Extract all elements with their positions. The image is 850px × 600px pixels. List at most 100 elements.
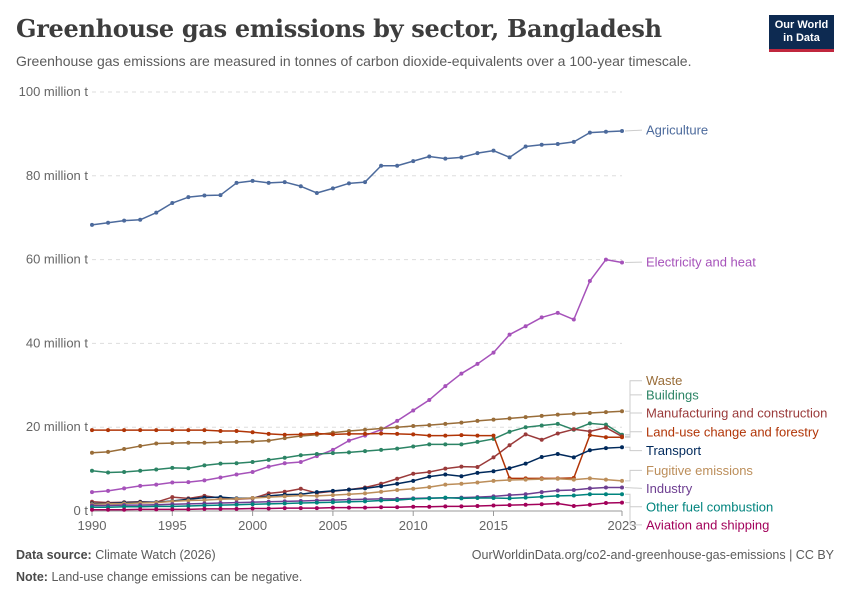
data-point[interactable] [620, 409, 624, 414]
data-point[interactable] [250, 496, 255, 501]
data-point[interactable] [330, 447, 335, 452]
data-point[interactable] [443, 156, 448, 161]
data-point[interactable] [475, 503, 480, 508]
data-point[interactable] [106, 428, 111, 433]
data-point[interactable] [459, 481, 464, 486]
series-label[interactable]: Waste [646, 373, 682, 388]
data-point[interactable] [571, 317, 576, 322]
data-point[interactable] [154, 482, 159, 487]
data-point[interactable] [250, 430, 255, 435]
data-point[interactable] [523, 477, 528, 482]
data-point[interactable] [443, 495, 448, 500]
data-point[interactable] [587, 486, 592, 491]
data-point[interactable] [234, 439, 239, 444]
data-point[interactable] [363, 491, 368, 496]
data-point[interactable] [330, 186, 335, 191]
series-label[interactable]: Fugitive emissions [646, 463, 753, 478]
data-point[interactable] [379, 447, 384, 452]
data-point[interactable] [266, 180, 271, 185]
data-point[interactable] [427, 504, 432, 509]
data-point[interactable] [170, 504, 175, 509]
data-point[interactable] [587, 448, 592, 453]
data-point[interactable] [218, 440, 223, 445]
data-point[interactable] [411, 423, 416, 428]
data-point[interactable] [603, 422, 608, 427]
data-point[interactable] [491, 433, 496, 438]
data-point[interactable] [620, 492, 624, 497]
data-point[interactable] [122, 507, 127, 512]
data-point[interactable] [555, 476, 560, 481]
data-point[interactable] [154, 210, 159, 215]
data-point[interactable] [571, 503, 576, 508]
data-point[interactable] [459, 474, 464, 479]
data-point[interactable] [186, 498, 191, 503]
data-point[interactable] [250, 506, 255, 511]
series-line[interactable] [91, 410, 623, 454]
data-point[interactable] [523, 144, 528, 149]
data-point[interactable] [234, 428, 239, 433]
data-point[interactable] [106, 449, 111, 454]
data-point[interactable] [154, 504, 159, 509]
data-point[interactable] [523, 324, 528, 329]
data-point[interactable] [459, 504, 464, 509]
data-point[interactable] [154, 507, 159, 512]
data-point[interactable] [379, 484, 384, 489]
data-point[interactable] [314, 452, 319, 457]
series-label[interactable]: Aviation and shipping [646, 517, 769, 532]
data-point[interactable] [138, 217, 143, 222]
data-point[interactable] [250, 502, 255, 507]
data-point[interactable] [459, 464, 464, 469]
data-point[interactable] [603, 425, 608, 430]
data-point[interactable] [298, 432, 303, 437]
data-point[interactable] [603, 477, 608, 482]
data-point[interactable] [282, 436, 287, 441]
data-point[interactable] [379, 431, 384, 436]
data-point[interactable] [346, 505, 351, 510]
data-point[interactable] [475, 418, 480, 423]
data-point[interactable] [282, 506, 287, 511]
data-point[interactable] [346, 181, 351, 186]
data-point[interactable] [587, 410, 592, 415]
data-point[interactable] [314, 490, 319, 495]
data-point[interactable] [379, 163, 384, 168]
data-point[interactable] [218, 461, 223, 466]
data-point[interactable] [459, 371, 464, 376]
data-point[interactable] [202, 503, 207, 508]
data-point[interactable] [314, 493, 319, 498]
data-point[interactable] [122, 446, 127, 451]
data-point[interactable] [186, 507, 191, 512]
data-point[interactable] [539, 437, 544, 442]
data-point[interactable] [507, 503, 512, 508]
data-point[interactable] [266, 431, 271, 436]
data-point[interactable] [507, 429, 512, 434]
data-point[interactable] [620, 500, 624, 505]
data-point[interactable] [507, 332, 512, 337]
data-point[interactable] [170, 428, 175, 433]
data-point[interactable] [330, 493, 335, 498]
series-line[interactable] [92, 429, 622, 480]
data-point[interactable] [90, 507, 94, 512]
data-point[interactable] [443, 482, 448, 487]
data-point[interactable] [523, 432, 528, 437]
data-point[interactable] [620, 478, 624, 483]
data-point[interactable] [154, 428, 159, 433]
data-point[interactable] [170, 201, 175, 206]
data-point[interactable] [459, 496, 464, 501]
data-point[interactable] [475, 361, 480, 366]
data-point[interactable] [587, 433, 592, 438]
data-point[interactable] [491, 496, 496, 501]
data-point[interactable] [218, 193, 223, 198]
data-point[interactable] [106, 220, 111, 225]
data-point[interactable] [491, 469, 496, 474]
data-point[interactable] [587, 502, 592, 507]
data-point[interactable] [411, 471, 416, 476]
data-point[interactable] [298, 506, 303, 511]
series-line[interactable] [91, 477, 623, 506]
data-point[interactable] [218, 503, 223, 508]
series-label[interactable]: Buildings [646, 387, 699, 402]
data-point[interactable] [603, 501, 608, 506]
data-point[interactable] [443, 384, 448, 389]
data-point[interactable] [620, 485, 624, 490]
owid-logo[interactable]: Our World in Data [769, 15, 834, 52]
data-point[interactable] [411, 478, 416, 483]
